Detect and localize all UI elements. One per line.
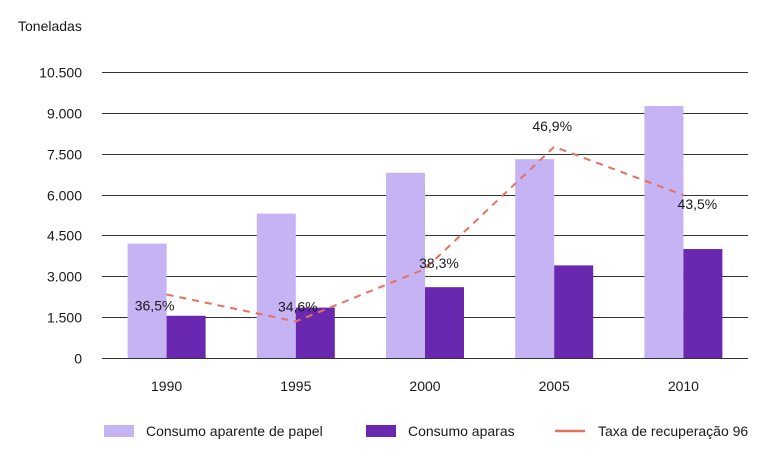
y-tick-label: 6.000 xyxy=(47,188,82,204)
bars xyxy=(127,106,723,358)
legend: Consumo aparente de papel Consumo aparas T… xyxy=(104,423,748,439)
legend-swatch xyxy=(104,425,134,437)
x-tick-label: 2010 xyxy=(668,378,699,394)
x-tick-label: 1990 xyxy=(151,378,182,394)
legend-swatch xyxy=(366,425,396,437)
y-axis-unit-label: Toneladas xyxy=(18,18,82,34)
legend-label: Consumo aparas xyxy=(408,423,515,439)
y-tick-label: 10.500 xyxy=(39,65,82,81)
recovery-rate-polyline xyxy=(166,145,684,323)
y-tick-label: 9.000 xyxy=(47,106,82,122)
y-tick-label: 3.000 xyxy=(47,269,82,285)
recovery-rate-label: 43,5% xyxy=(678,196,718,212)
x-tick-label: 2000 xyxy=(409,378,440,394)
recovery-rate-label: 36,5% xyxy=(135,298,175,314)
recovery-rate-label: 46,9% xyxy=(532,118,572,134)
y-axis-ticks: 0 1.500 3.000 4.500 6.000 7.500 9.000 10.500 xyxy=(39,65,82,367)
bar-consumo-papel xyxy=(644,106,684,358)
y-tick-label: 0 xyxy=(74,351,82,367)
recovery-rate-label: 34,6% xyxy=(278,298,318,314)
legend-label: Taxa de recuperação 96 xyxy=(598,423,748,439)
bar-consumo-aparas xyxy=(166,315,206,358)
y-tick-label: 1.500 xyxy=(47,310,82,326)
recovery-rate-line xyxy=(166,145,684,323)
bar-consumo-aparas xyxy=(425,287,464,358)
bar-consumo-papel xyxy=(256,213,296,358)
data-labels: 36,5% 34,6% 38,3% 46,9% 43,5% xyxy=(135,118,718,315)
bar-consumo-aparas xyxy=(683,249,723,358)
legend-item: Consumo aparas xyxy=(366,423,515,439)
bar-consumo-aparas xyxy=(295,307,335,358)
y-tick-label: 4.500 xyxy=(47,228,82,244)
legend-item: Consumo aparente de papel xyxy=(104,423,323,439)
legend-item: Taxa de recuperação 96 xyxy=(555,423,748,439)
bar-consumo-papel xyxy=(127,243,167,358)
bar-consumo-aparas xyxy=(554,265,594,358)
y-tick-label: 7.500 xyxy=(47,147,82,163)
bar-consumo-papel xyxy=(515,159,555,358)
recovery-rate-label: 38,3% xyxy=(419,255,459,271)
x-axis-ticks: 1990 1995 2000 2005 2010 xyxy=(151,378,699,394)
bar-consumo-papel xyxy=(386,172,425,358)
legend-label: Consumo aparente de papel xyxy=(146,423,323,439)
x-tick-label: 1995 xyxy=(280,378,311,394)
x-tick-label: 2005 xyxy=(539,378,570,394)
